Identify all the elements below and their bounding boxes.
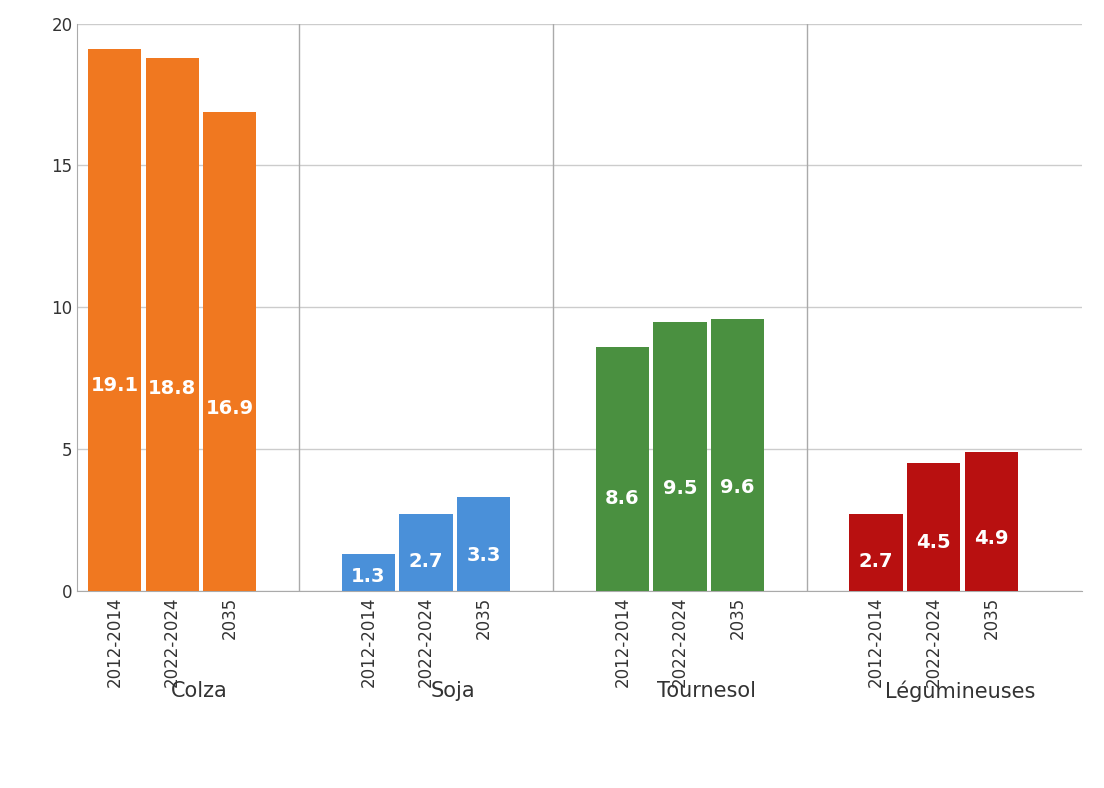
- Text: Tournesol: Tournesol: [657, 681, 756, 701]
- Text: 19.1: 19.1: [91, 376, 139, 395]
- Text: Légumineuses: Légumineuses: [885, 680, 1036, 702]
- Text: 3.3: 3.3: [466, 546, 501, 565]
- Text: 1.3: 1.3: [351, 567, 385, 586]
- Text: 8.6: 8.6: [605, 489, 639, 507]
- Bar: [965, 452, 1018, 591]
- Bar: [88, 49, 141, 591]
- Text: Soja: Soja: [431, 681, 475, 701]
- Bar: [146, 58, 199, 591]
- Text: 9.5: 9.5: [662, 479, 697, 498]
- Text: 4.9: 4.9: [974, 529, 1009, 548]
- Bar: [400, 515, 453, 591]
- Bar: [907, 463, 960, 591]
- Bar: [654, 322, 707, 591]
- Bar: [203, 112, 256, 591]
- Text: 2.7: 2.7: [859, 552, 893, 571]
- Bar: [342, 554, 395, 591]
- Text: 9.6: 9.6: [720, 478, 755, 497]
- Text: 4.5: 4.5: [916, 533, 951, 552]
- Text: 18.8: 18.8: [148, 379, 197, 398]
- Bar: [595, 347, 649, 591]
- Text: 16.9: 16.9: [205, 400, 254, 418]
- Text: 2.7: 2.7: [408, 552, 444, 571]
- Bar: [849, 515, 903, 591]
- Bar: [711, 318, 764, 591]
- Text: Colza: Colza: [170, 681, 227, 701]
- Bar: [457, 497, 510, 591]
